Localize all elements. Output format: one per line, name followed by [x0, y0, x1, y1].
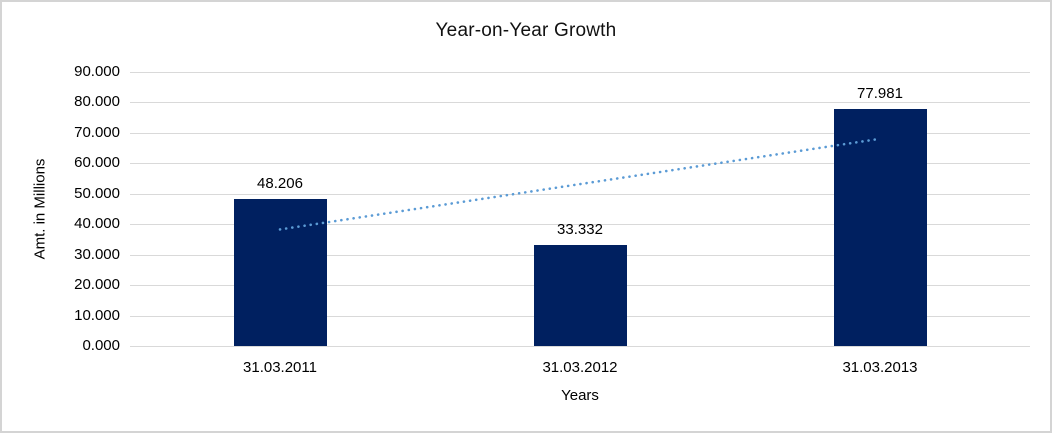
- y-tick-label: 30.000: [74, 245, 120, 263]
- y-tick-label: 90.000: [74, 63, 120, 80]
- y-tick-label: 40.000: [74, 215, 120, 233]
- y-tick-label: 80.000: [74, 93, 120, 111]
- bar-31.03.2011: [233, 199, 327, 346]
- bar-31.03.2012: [533, 244, 627, 346]
- x-category-label: 31.03.2013: [842, 359, 918, 376]
- gridline: [130, 102, 1030, 104]
- x-category-label: 31.03.2011: [243, 359, 317, 376]
- x-category-label: 31.03.2012: [542, 359, 618, 376]
- x-axis-title: Years: [561, 387, 599, 404]
- y-tick-label: 50.000: [74, 184, 120, 202]
- y-tick-label: 20.000: [74, 276, 120, 294]
- gridline: [130, 72, 1030, 73]
- y-tick-label: 60.000: [74, 154, 120, 172]
- bar-value-label: 33.332: [557, 220, 603, 238]
- y-tick-label: 0.000: [82, 337, 120, 354]
- y-tick-label: 10.000: [74, 306, 120, 324]
- bar-31.03.2013: [833, 108, 927, 346]
- gridline: [130, 346, 1030, 347]
- bar-value-label: 48.206: [257, 175, 303, 193]
- y-axis-title: Amt. in Millions: [31, 158, 49, 260]
- gridline: [130, 132, 1030, 134]
- chart-title: Year-on-Year Growth: [435, 20, 617, 41]
- plot-area: 48.206 33.332 77.981: [130, 72, 1030, 347]
- bar-value-label: 77.981: [857, 84, 903, 102]
- y-tick-label: 70.000: [74, 123, 120, 141]
